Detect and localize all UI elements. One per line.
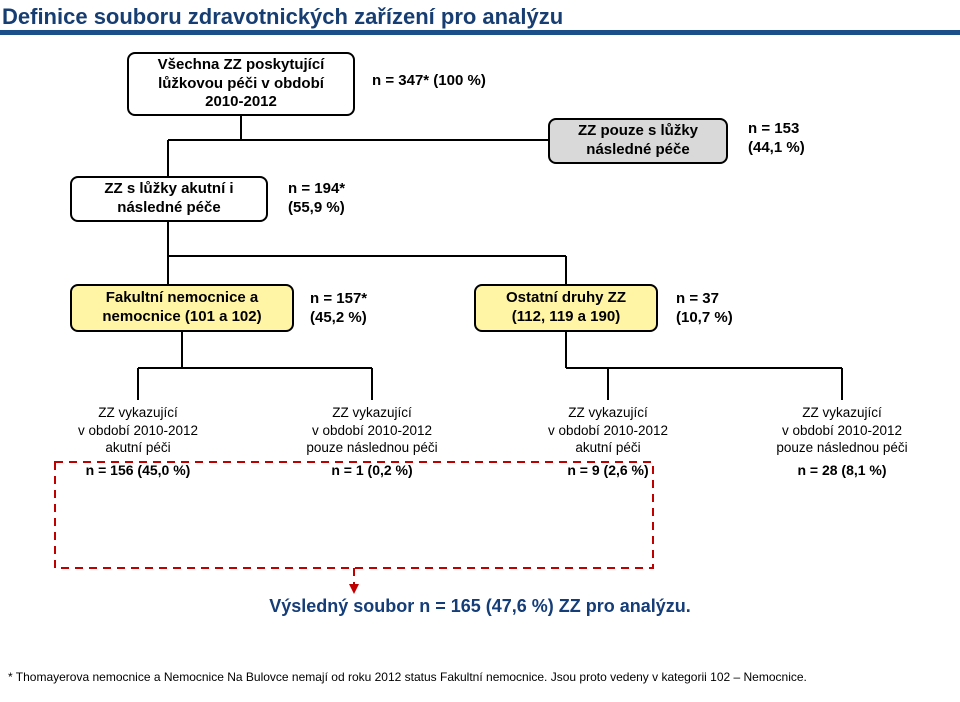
root-node: Všechna ZZ poskytující lůžkovou péči v o… xyxy=(127,52,355,116)
leaf-3-label: ZZ vykazující v období 2010-2012 pouze n… xyxy=(742,404,942,457)
root-count: n = 347* (100 %) xyxy=(372,72,486,91)
l3a-count: n = 157* (45,2 %) xyxy=(310,290,367,328)
leaf-0-label: ZZ vykazující v období 2010-2012 akutní … xyxy=(38,404,238,457)
leaf-0-count: n = 156 (45,0 %) xyxy=(38,461,238,479)
leaf-1-label: ZZ vykazující v období 2010-2012 pouze n… xyxy=(272,404,472,457)
leaf-2-count: n = 9 (2,6 %) xyxy=(508,461,708,479)
leaf-3: ZZ vykazující v období 2010-2012 pouze n… xyxy=(742,404,942,479)
page-title: Definice souboru zdravotnických zařízení… xyxy=(2,4,563,30)
side-node: ZZ pouze s lůžky následné péče xyxy=(548,118,728,164)
leaf-1-count: n = 1 (0,2 %) xyxy=(272,461,472,479)
l2-node-label: ZZ s lůžky akutní i následné péče xyxy=(104,180,233,218)
l2-node: ZZ s lůžky akutní i následné péče xyxy=(70,176,268,222)
l3b-node-label: Ostatní druhy ZZ (112, 119 a 190) xyxy=(506,289,626,327)
root-node-label: Všechna ZZ poskytující lůžkovou péči v o… xyxy=(158,56,325,112)
leaf-3-count: n = 28 (8,1 %) xyxy=(742,461,942,479)
result-text: Výsledný soubor n = 165 (47,6 %) ZZ pro … xyxy=(0,596,960,617)
leaf-1: ZZ vykazující v období 2010-2012 pouze n… xyxy=(272,404,472,479)
l3b-node: Ostatní druhy ZZ (112, 119 a 190) xyxy=(474,284,658,332)
header-underline xyxy=(0,30,960,35)
side-node-label: ZZ pouze s lůžky následné péče xyxy=(578,122,698,160)
l2-count: n = 194* (55,9 %) xyxy=(288,180,345,218)
l3a-node: Fakultní nemocnice a nemocnice (101 a 10… xyxy=(70,284,294,332)
leaf-2-label: ZZ vykazující v období 2010-2012 akutní … xyxy=(508,404,708,457)
l3a-node-label: Fakultní nemocnice a nemocnice (101 a 10… xyxy=(102,289,261,327)
leaf-2: ZZ vykazující v období 2010-2012 akutní … xyxy=(508,404,708,479)
leaf-0: ZZ vykazující v období 2010-2012 akutní … xyxy=(38,404,238,479)
l3b-count: n = 37 (10,7 %) xyxy=(676,290,733,328)
side-count: n = 153 (44,1 %) xyxy=(748,120,805,158)
footnote-text: * Thomayerova nemocnice a Nemocnice Na B… xyxy=(8,670,948,685)
